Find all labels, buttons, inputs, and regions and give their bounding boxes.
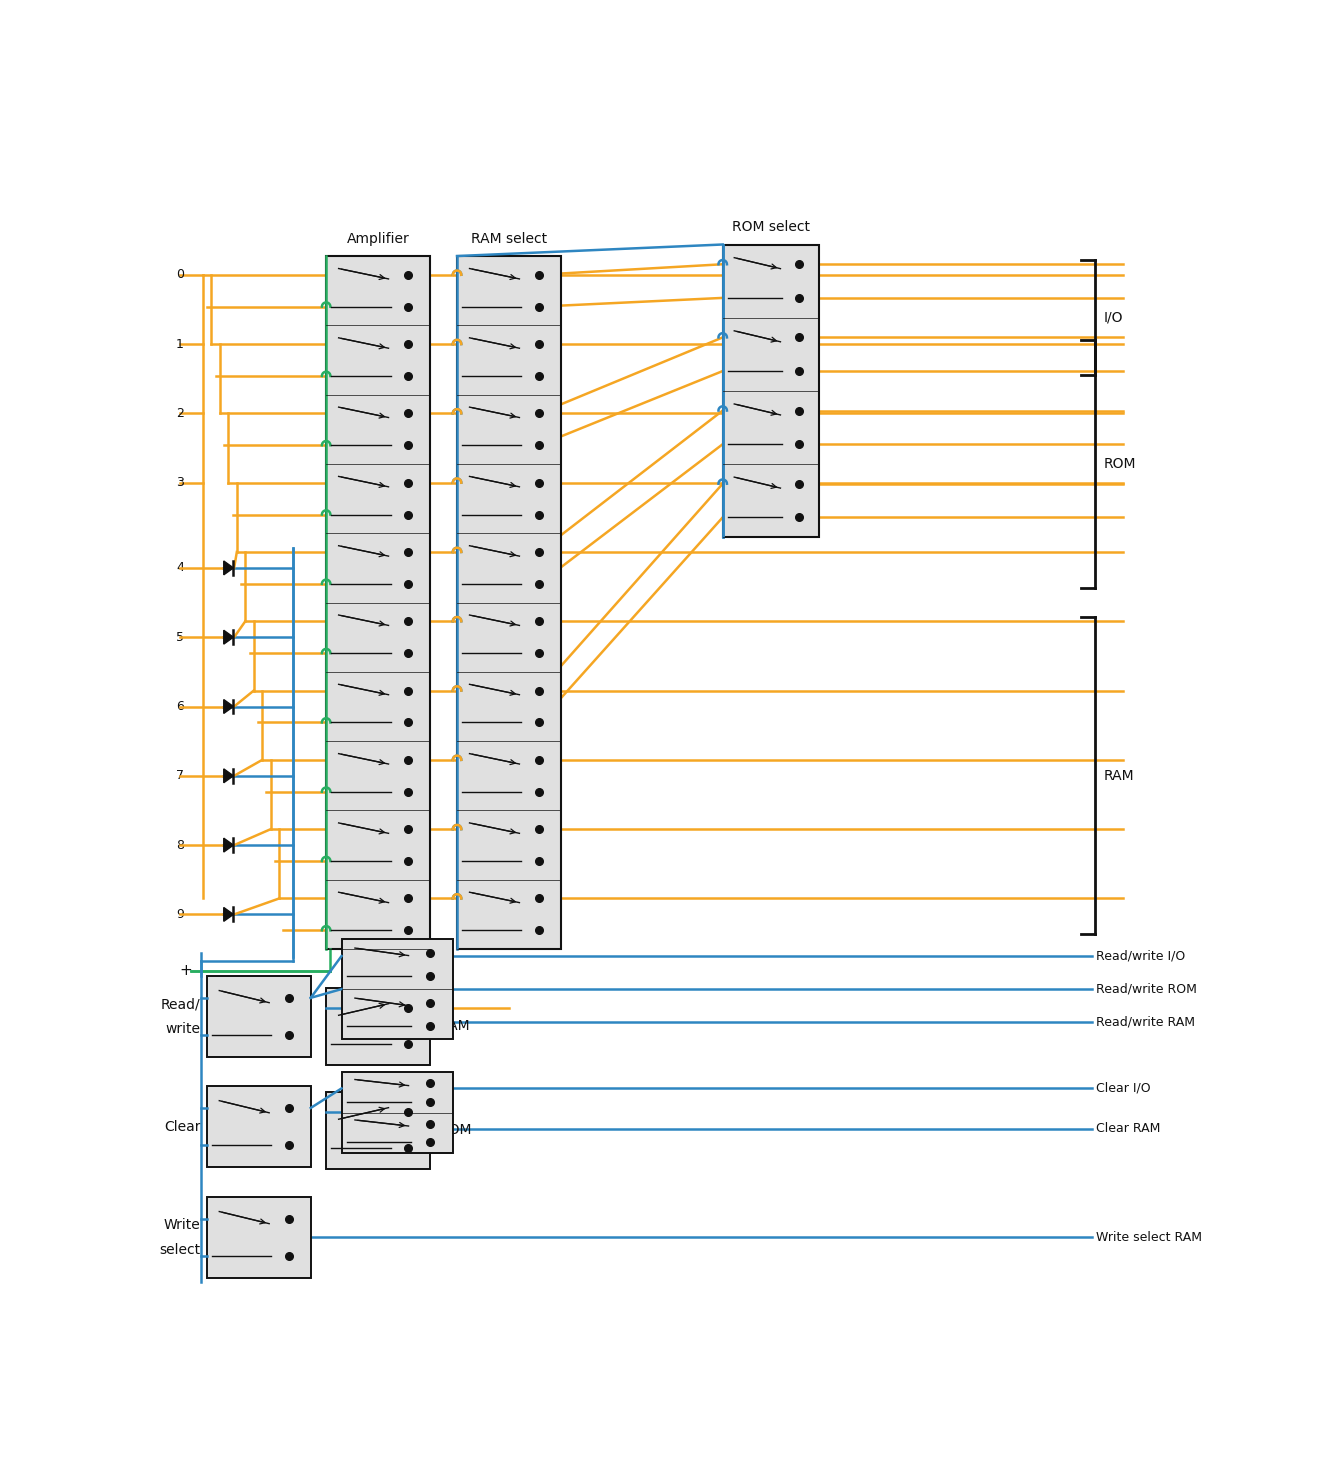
Polygon shape xyxy=(224,769,234,783)
Text: Read/write I/O: Read/write I/O xyxy=(1096,949,1185,962)
Text: ROM: ROM xyxy=(440,1123,471,1137)
Text: ROM: ROM xyxy=(1104,457,1137,472)
Text: Amplifier: Amplifier xyxy=(347,232,409,247)
Text: 2: 2 xyxy=(176,407,183,420)
Text: 1: 1 xyxy=(176,337,183,350)
Text: 5: 5 xyxy=(176,631,183,644)
Text: Clear RAM: Clear RAM xyxy=(1096,1123,1160,1136)
Bar xyxy=(326,987,430,1064)
Text: I/O: I/O xyxy=(1104,311,1123,324)
Text: 3: 3 xyxy=(176,476,183,489)
Text: 8: 8 xyxy=(176,838,183,851)
Text: Write: Write xyxy=(164,1218,201,1232)
Bar xyxy=(326,255,430,949)
Text: ROM select: ROM select xyxy=(731,220,810,235)
Polygon shape xyxy=(224,838,234,853)
Text: write: write xyxy=(165,1022,201,1035)
Text: Read/write RAM: Read/write RAM xyxy=(1096,1016,1195,1029)
Polygon shape xyxy=(224,561,234,575)
Text: 0: 0 xyxy=(176,269,183,282)
Bar xyxy=(207,975,310,1057)
Text: RAM select: RAM select xyxy=(471,232,546,247)
Bar xyxy=(457,255,561,949)
Bar xyxy=(342,939,453,1040)
Polygon shape xyxy=(224,631,234,644)
Text: Clear I/O: Clear I/O xyxy=(1096,1082,1151,1095)
Bar xyxy=(207,1086,310,1167)
Bar xyxy=(342,1072,453,1153)
Text: Write select RAM: Write select RAM xyxy=(1096,1231,1203,1244)
Text: 4: 4 xyxy=(176,562,183,574)
Bar xyxy=(723,244,818,537)
Text: Read/write ROM: Read/write ROM xyxy=(1096,983,1197,996)
Text: RAM: RAM xyxy=(440,1019,470,1034)
Text: RAM: RAM xyxy=(1104,769,1134,783)
Text: select: select xyxy=(160,1242,201,1257)
Text: 7: 7 xyxy=(176,769,183,783)
Polygon shape xyxy=(224,908,234,921)
Text: Clear: Clear xyxy=(164,1120,201,1133)
Text: Read/: Read/ xyxy=(161,997,201,1012)
Bar xyxy=(207,1197,310,1278)
Text: +: + xyxy=(180,964,193,978)
Text: 9: 9 xyxy=(176,908,183,921)
Polygon shape xyxy=(224,699,234,714)
Text: 6: 6 xyxy=(176,699,183,712)
Bar xyxy=(326,1092,430,1168)
